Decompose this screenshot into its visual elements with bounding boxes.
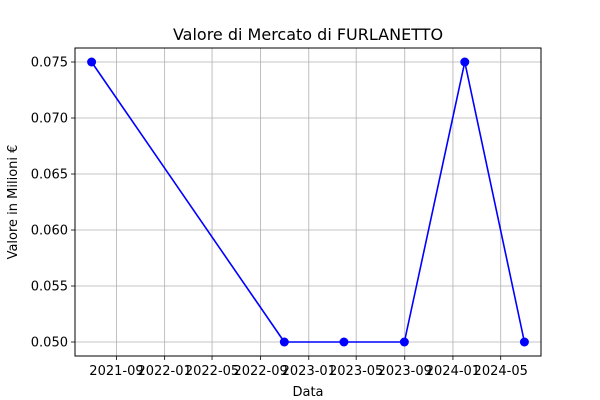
data-point xyxy=(339,337,349,347)
x-tick-label: 2024-01 xyxy=(426,364,480,379)
data-point xyxy=(87,57,97,67)
y-axis-ticks: 0.050 0.055 0.060 0.065 0.070 0.075 xyxy=(31,56,75,351)
x-tick-label: 2023-09 xyxy=(378,364,432,379)
data-point xyxy=(519,337,529,347)
x-tick-label: 2022-09 xyxy=(233,364,287,379)
y-tick-label: 0.060 xyxy=(31,224,68,239)
data-point xyxy=(279,337,289,347)
y-tick-label: 0.075 xyxy=(31,56,68,71)
data-point xyxy=(399,337,409,347)
y-axis-label: Valore in Milioni € xyxy=(6,145,21,260)
y-tick-label: 0.065 xyxy=(31,168,68,183)
series-line xyxy=(90,61,526,343)
series-layer xyxy=(87,57,529,347)
data-point xyxy=(460,57,470,67)
y-tick-label: 0.070 xyxy=(31,112,68,127)
y-tick-label: 0.055 xyxy=(31,280,68,295)
x-tick-label: 2024-05 xyxy=(474,364,528,379)
plot-frame xyxy=(74,47,542,357)
y-tick-label: 0.050 xyxy=(31,336,68,351)
x-tick-label: 2023-01 xyxy=(282,364,336,379)
x-tick-label: 2021-09 xyxy=(89,364,143,379)
x-axis-ticks: 2021-092022-012022-052022-092023-012023-… xyxy=(89,356,528,379)
chart-title: Valore di Mercato di FURLANETTO xyxy=(173,25,443,44)
x-tick-label: 2023-05 xyxy=(329,364,383,379)
x-tick-label: 2022-01 xyxy=(137,364,191,379)
x-tick-label: 2022-05 xyxy=(185,364,239,379)
x-axis-label: Data xyxy=(292,385,323,400)
